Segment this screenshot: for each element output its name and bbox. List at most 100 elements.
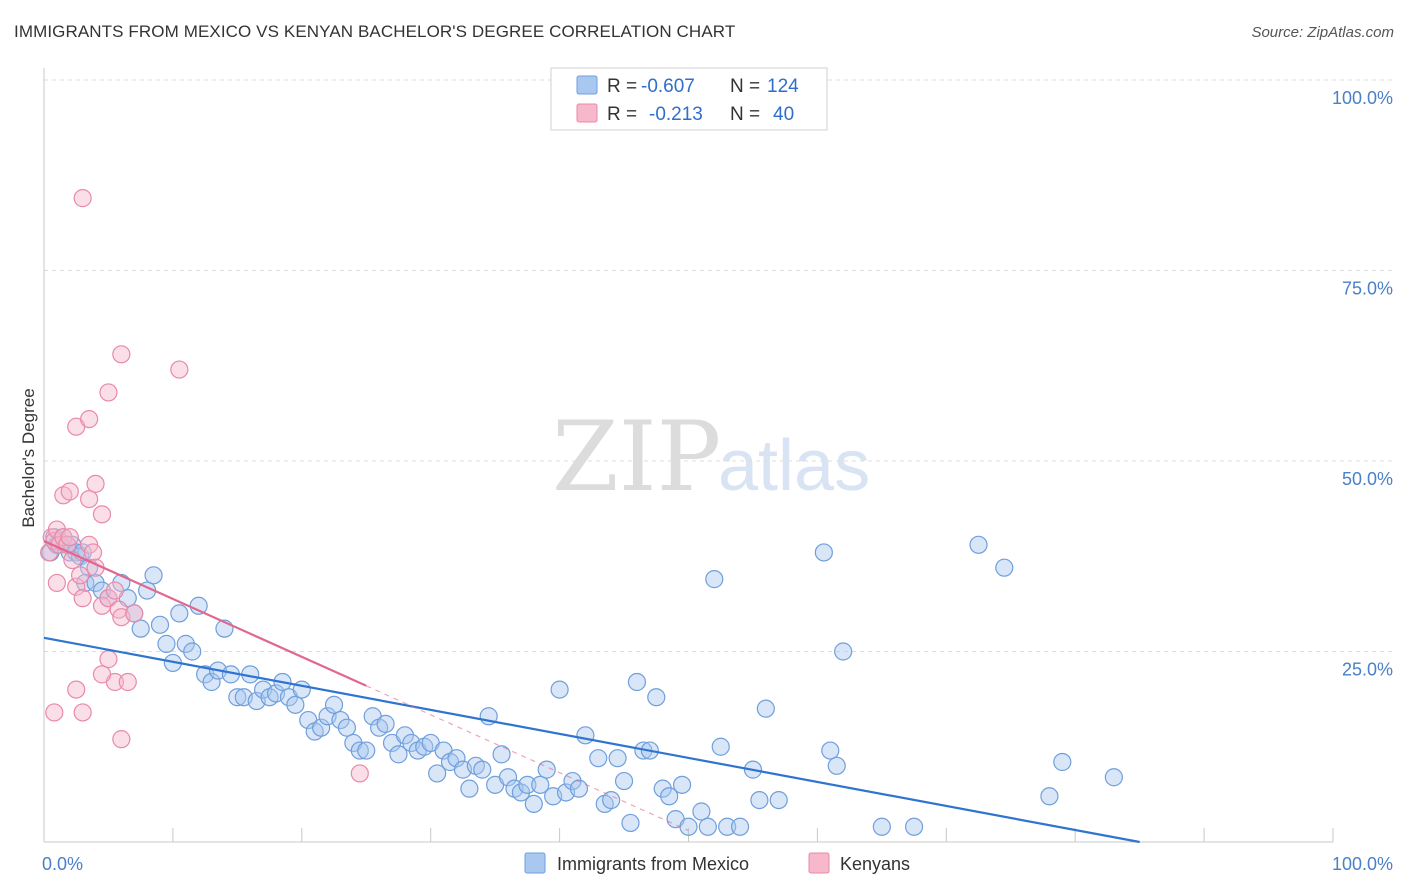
bottom-legend-label-kenyans: Kenyans [840,854,910,874]
bottom-legend-swatch-kenyans [808,852,830,874]
data-point [769,790,788,810]
legend-n-label: N = [730,76,760,97]
data-point [60,528,79,547]
data-point [995,558,1014,577]
bottom-legend-swatch-mexico [524,852,546,874]
data-point [621,813,640,833]
legend-swatch-mexico [576,75,598,95]
x-tick-label: 0.0% [42,854,83,874]
data-point [518,775,537,794]
data-point [473,760,492,779]
data-point [67,577,86,596]
data-point [1040,787,1059,806]
data-point [827,756,846,775]
watermark-zip: ZIP [552,401,721,513]
data-point [99,650,118,669]
data-point [872,817,891,836]
data-point [711,737,730,756]
data-point [492,745,511,764]
data-point [112,730,131,749]
series-mexico [41,528,1123,836]
data-point [692,802,711,821]
data-point [904,817,924,836]
data-point [705,570,724,589]
trend-line-kenyans [43,540,367,687]
data-point [576,726,595,745]
data-point [428,764,447,783]
y-axis-label: Bachelor's Degree [19,388,38,527]
trend-line-mexico [43,636,1140,844]
x-tick-label: 100.0% [1332,854,1393,874]
data-point [118,672,137,692]
data-point [228,688,247,707]
data-point [698,817,717,836]
data-point [92,665,112,684]
data-point [395,726,415,745]
data-point [73,703,92,722]
data-point [80,490,99,509]
legend-n-label: N = [730,104,760,125]
legend-r-label: R = [607,104,637,125]
series-kenyans [40,189,369,783]
legend-n-value: 40 [773,104,794,125]
data-point [86,573,105,593]
grid [44,79,1395,652]
data-point [524,794,543,814]
data-point [672,775,692,794]
legend-r-label: R = [607,76,637,97]
data-point [1053,752,1072,772]
chart-title: IMMIGRANTS FROM MEXICO VS KENYAN BACHELO… [14,22,736,41]
data-point [105,581,124,600]
legend-r-value: -0.213 [649,104,703,125]
data-point [99,383,118,402]
data-point [627,672,647,692]
data-point [647,688,666,707]
data-point [389,745,408,764]
data-point [83,543,103,562]
data-point [614,771,634,791]
data-point [821,741,840,760]
data-point [47,573,66,593]
legend-n-value: 124 [767,76,799,97]
data-point [150,615,170,634]
y-axis-tick-labels: 25.0% 50.0% 75.0% 100.0% [1332,88,1393,680]
data-point [660,787,679,806]
data-point [1104,768,1123,787]
data-point [376,714,395,733]
data-point [92,581,112,600]
data-point [550,680,569,699]
watermark-atlas: atlas [718,426,870,506]
data-point [498,768,518,787]
data-point [337,718,357,737]
data-point [531,775,550,794]
data-point [67,680,86,699]
data-point [157,634,176,653]
data-point [718,817,737,836]
data-point [99,589,118,608]
data-point [569,779,589,798]
data-point [814,543,833,562]
data-point [80,409,99,429]
data-point [189,596,208,615]
data-point [589,749,608,768]
data-point [730,817,750,836]
data-point [125,604,144,623]
data-point [60,482,79,501]
data-point [70,566,90,585]
data-point [170,604,189,623]
data-point [170,360,189,379]
data-point [350,741,369,760]
trend-line-extension-kenyans [366,685,689,832]
correlation-legend: R = -0.607 N = 124 R = -0.213 N = 40 [550,67,828,131]
data-point [183,642,202,661]
source-credit: Source: ZipAtlas.com [1251,24,1394,41]
data-point [331,710,350,730]
data-point [73,189,92,208]
data-point [679,817,698,836]
data-point [969,535,988,554]
series-legend: Immigrants from Mexico Kenyans [524,852,910,874]
watermark: ZIP atlas [552,401,870,513]
data-point [144,566,163,585]
data-point [176,634,195,653]
